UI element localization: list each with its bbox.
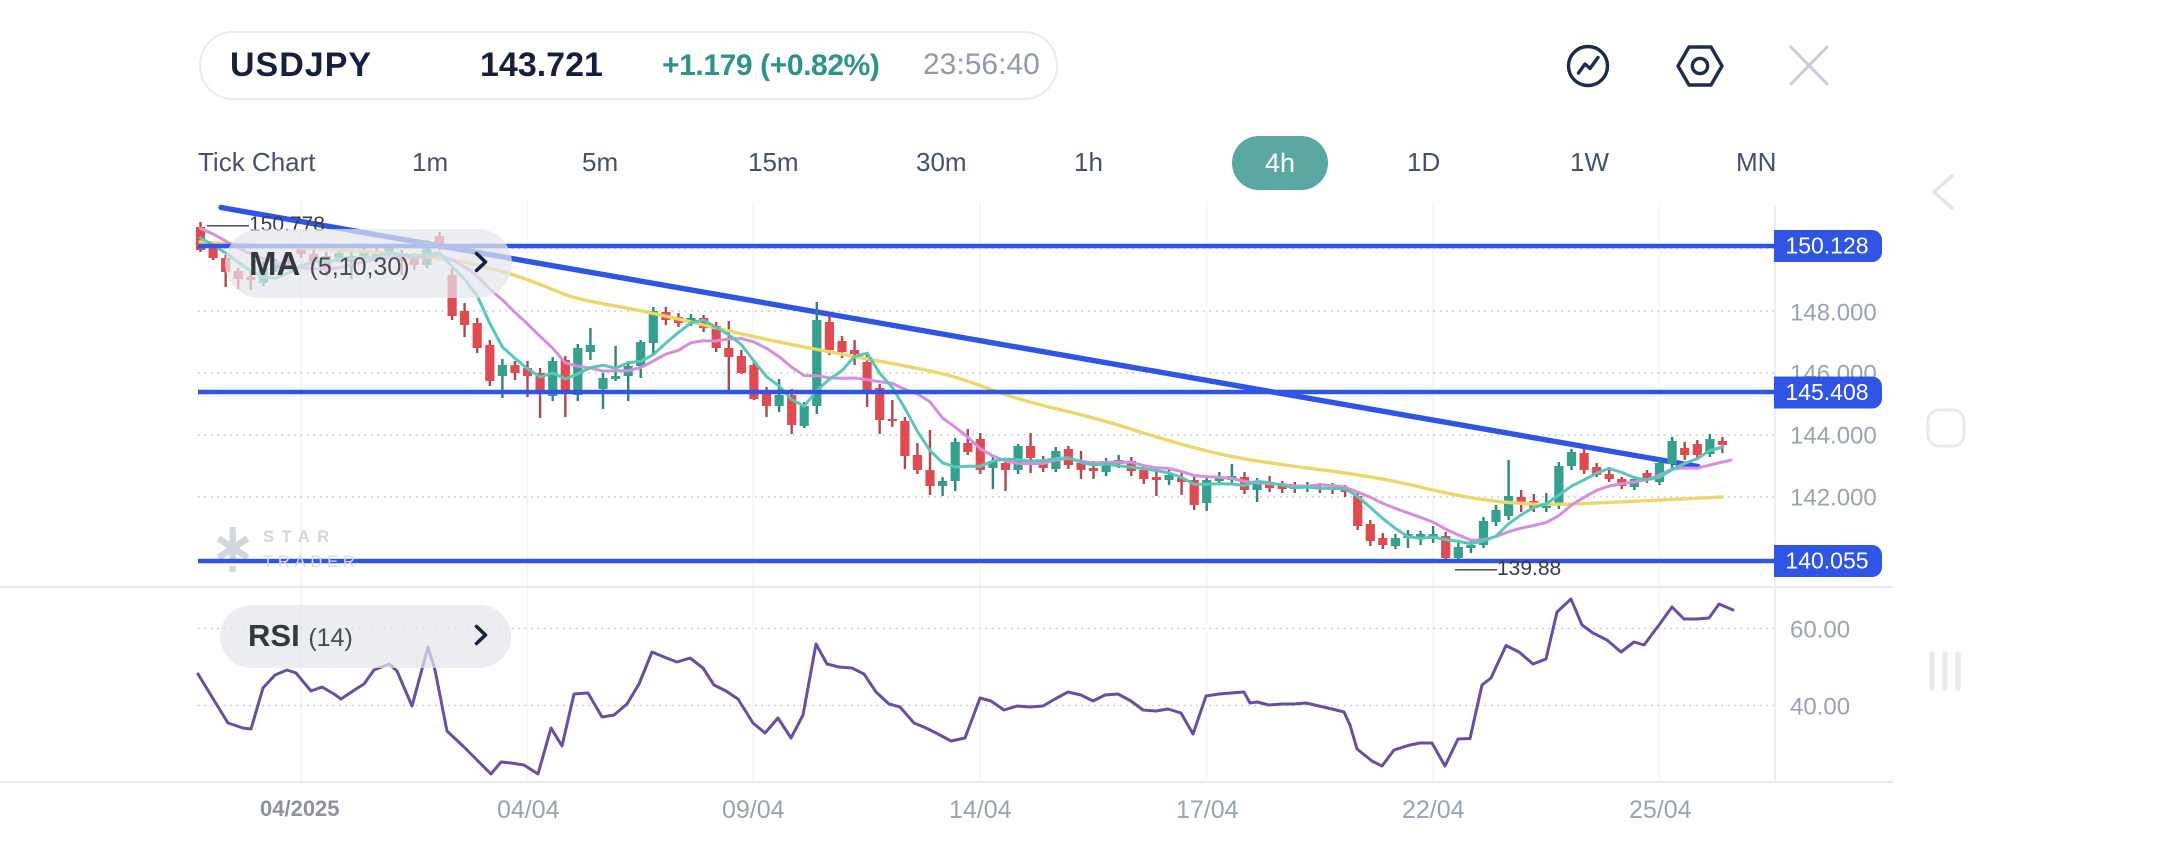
svg-text:40.00: 40.00 <box>1790 694 1850 721</box>
svg-text:148.000: 148.000 <box>1790 300 1877 327</box>
svg-text:144.000: 144.000 <box>1790 423 1877 450</box>
svg-text:150.128: 150.128 <box>1785 233 1868 259</box>
svg-text:142.000: 142.000 <box>1790 485 1877 512</box>
svg-text:140.055: 140.055 <box>1785 548 1868 574</box>
svg-text:145.408: 145.408 <box>1785 379 1868 405</box>
svg-text:60.00: 60.00 <box>1790 617 1850 644</box>
